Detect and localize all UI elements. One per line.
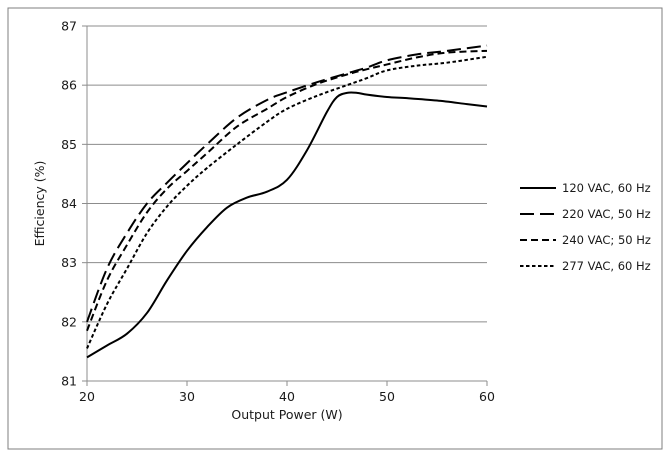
- x-tick-label: 20: [79, 389, 95, 404]
- legend-label-4: 277 VAC, 60 Hz: [562, 259, 651, 273]
- x-tick-label: 60: [479, 389, 495, 404]
- y-tick-label: 83: [61, 255, 77, 270]
- y-tick-label: 81: [61, 374, 77, 389]
- y-axis-label: Efficiency (%): [32, 161, 47, 247]
- series-line-2: [86, 44, 488, 323]
- y-tick-label: 82: [61, 314, 77, 329]
- x-axis-label: Output Power (W): [231, 407, 342, 422]
- axes: [82, 25, 488, 386]
- x-tick-label: 50: [379, 389, 395, 404]
- x-tick-label: 40: [279, 389, 295, 404]
- y-tick-label: 85: [61, 137, 77, 152]
- series-line-3: [86, 49, 488, 332]
- legend-label-1: 120 VAC, 60 Hz: [562, 181, 651, 195]
- tick-labels: 81 82 83 84 85 86 87 20 30 40 50 60: [61, 19, 495, 405]
- legend-label-3: 240 VAC; 50 Hz: [562, 233, 651, 247]
- y-tick-label: 87: [61, 19, 77, 34]
- series-lines: [86, 44, 488, 359]
- series-line-4: [86, 55, 488, 349]
- legend: 120 VAC, 60 Hz 220 VAC, 50 Hz 240 VAC; 50 …: [520, 181, 651, 273]
- y-tick-label: 86: [61, 78, 77, 93]
- series-line-1: [86, 91, 488, 359]
- chart-frame: [7, 7, 663, 450]
- y-tick-label: 84: [61, 196, 77, 211]
- x-tick-label: 30: [179, 389, 195, 404]
- legend-label-2: 220 VAC, 50 Hz: [562, 207, 651, 221]
